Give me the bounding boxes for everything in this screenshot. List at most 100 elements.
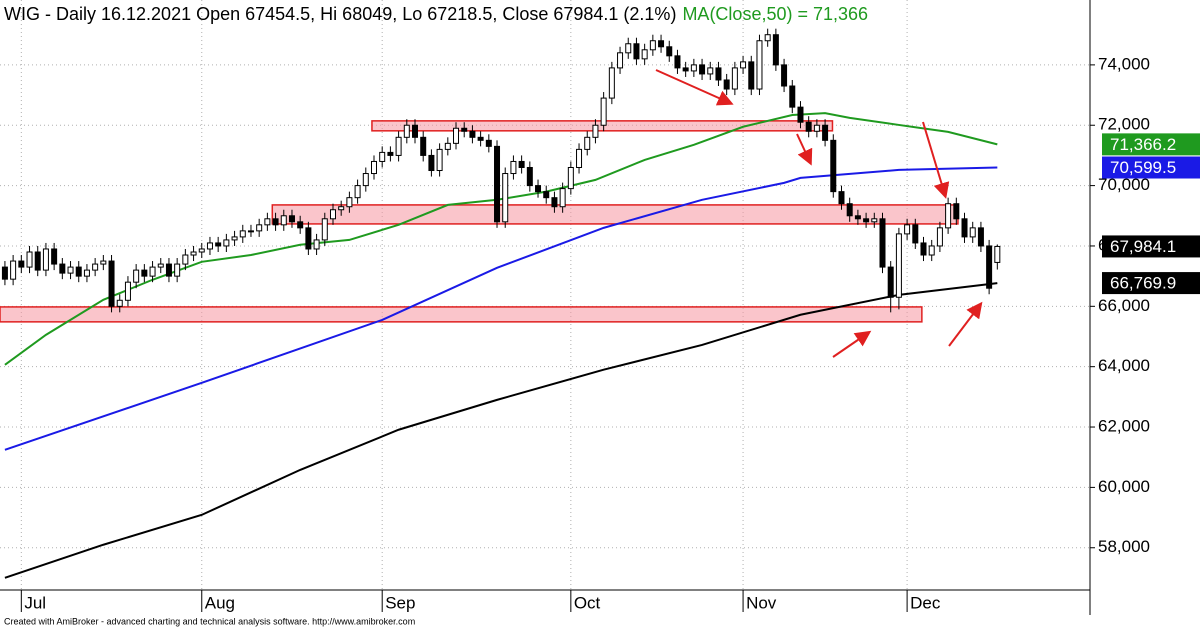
candle-body bbox=[600, 97, 607, 126]
candle-body bbox=[871, 218, 878, 223]
candles bbox=[1, 28, 1001, 313]
candle-body bbox=[494, 145, 501, 223]
candle-body bbox=[198, 248, 205, 253]
candle-body bbox=[969, 227, 976, 238]
candle-body bbox=[190, 251, 197, 256]
candle-body bbox=[338, 206, 345, 211]
candle-body bbox=[428, 154, 435, 172]
candle-body bbox=[608, 67, 615, 99]
candle-body bbox=[641, 49, 648, 60]
candle-body bbox=[723, 79, 730, 90]
candle-body bbox=[108, 260, 115, 307]
candle-body bbox=[485, 139, 492, 147]
candle-body bbox=[75, 266, 82, 277]
title-group: WIG - Daily 16.12.2021 Open 67454.5, Hi … bbox=[4, 4, 868, 24]
candle-body bbox=[354, 185, 361, 199]
candle-body bbox=[461, 127, 468, 132]
candle-body bbox=[51, 248, 58, 265]
candle-body bbox=[699, 64, 706, 75]
candle-body bbox=[256, 224, 263, 232]
last-value-label: 70,599.5 bbox=[1110, 158, 1176, 177]
footer: Created with AmiBroker - advanced charti… bbox=[4, 616, 415, 626]
candle-body bbox=[288, 215, 295, 223]
candle-body bbox=[584, 136, 591, 150]
candle-body bbox=[453, 127, 460, 144]
candle-body bbox=[18, 260, 25, 268]
arrow bbox=[832, 330, 872, 358]
candle-body bbox=[707, 67, 714, 75]
candle-body bbox=[1, 266, 8, 280]
candle-body bbox=[174, 263, 181, 277]
candle-body bbox=[895, 233, 902, 298]
candle-body bbox=[551, 197, 558, 208]
arrow bbox=[948, 301, 983, 347]
zone bbox=[271, 204, 959, 225]
candle-body bbox=[789, 85, 796, 108]
candle-body bbox=[124, 281, 131, 301]
candle-body bbox=[740, 61, 747, 69]
candle-body bbox=[543, 191, 550, 199]
x-tick-label: Oct bbox=[574, 593, 601, 612]
candle-body bbox=[157, 263, 164, 268]
candle-body bbox=[518, 160, 525, 168]
candle-body bbox=[182, 254, 189, 265]
candle-body bbox=[813, 124, 820, 132]
candle-body bbox=[67, 266, 74, 274]
candle-body bbox=[994, 245, 1001, 263]
chart-title: WIG - Daily 16.12.2021 Open 67454.5, Hi … bbox=[4, 4, 676, 24]
y-tick-label: 62,000 bbox=[1098, 417, 1150, 436]
title-line: WIG - Daily 16.12.2021 Open 67454.5, Hi … bbox=[4, 4, 868, 24]
x-tick-label: Aug bbox=[205, 593, 235, 612]
x-tick-label: Sep bbox=[385, 593, 415, 612]
candle-body bbox=[321, 218, 328, 241]
last-value-labels: 71,366.2 70,599.5 67,984.1 66,769.9 bbox=[1102, 133, 1200, 295]
candle-body bbox=[830, 139, 837, 193]
candle-body bbox=[116, 299, 123, 307]
last-value-label: 67,984.1 bbox=[1110, 237, 1176, 256]
candle-body bbox=[822, 124, 829, 141]
candle-body bbox=[797, 106, 804, 123]
y-tick-label: 74,000 bbox=[1098, 54, 1150, 73]
candle-body bbox=[658, 40, 665, 48]
candle-body bbox=[756, 40, 763, 90]
candle-body bbox=[764, 34, 771, 42]
candle-body bbox=[535, 185, 542, 193]
x-tick-label: Jul bbox=[24, 593, 46, 612]
candle-body bbox=[502, 173, 509, 223]
candle-body bbox=[387, 151, 394, 156]
last-value-box bbox=[1102, 235, 1200, 258]
candle-body bbox=[748, 61, 755, 90]
candle-body bbox=[149, 266, 156, 277]
candle-body bbox=[526, 166, 533, 187]
last-value-box bbox=[1102, 156, 1200, 179]
candle-body bbox=[879, 218, 886, 268]
arrows bbox=[655, 69, 983, 358]
candle-body bbox=[141, 269, 148, 277]
candle-body bbox=[576, 148, 583, 168]
candle-body bbox=[436, 148, 443, 172]
candle-body bbox=[379, 151, 386, 162]
candle-body bbox=[977, 227, 984, 247]
candle-body bbox=[395, 136, 402, 156]
arrow bbox=[655, 69, 734, 106]
candle-body bbox=[26, 251, 33, 268]
candle-body bbox=[945, 203, 952, 229]
candle-body bbox=[953, 203, 960, 220]
zone bbox=[0, 306, 923, 323]
candle-body bbox=[469, 130, 476, 138]
candle-body bbox=[215, 242, 222, 247]
ma-legend: MA(Close,50) = 71,366 bbox=[682, 4, 868, 24]
candle-body bbox=[223, 239, 230, 247]
candle-body bbox=[420, 136, 427, 156]
candle-body bbox=[370, 160, 377, 175]
candle-body bbox=[731, 67, 738, 90]
candle-body bbox=[477, 136, 484, 141]
candle-body bbox=[592, 124, 599, 138]
y-tick-label: 66,000 bbox=[1098, 296, 1150, 315]
last-value-label: 71,366.2 bbox=[1110, 135, 1176, 154]
y-tick-label: 70,000 bbox=[1098, 175, 1150, 194]
candle-body bbox=[904, 224, 911, 235]
candle-body bbox=[346, 197, 353, 208]
candle-body bbox=[362, 173, 369, 187]
